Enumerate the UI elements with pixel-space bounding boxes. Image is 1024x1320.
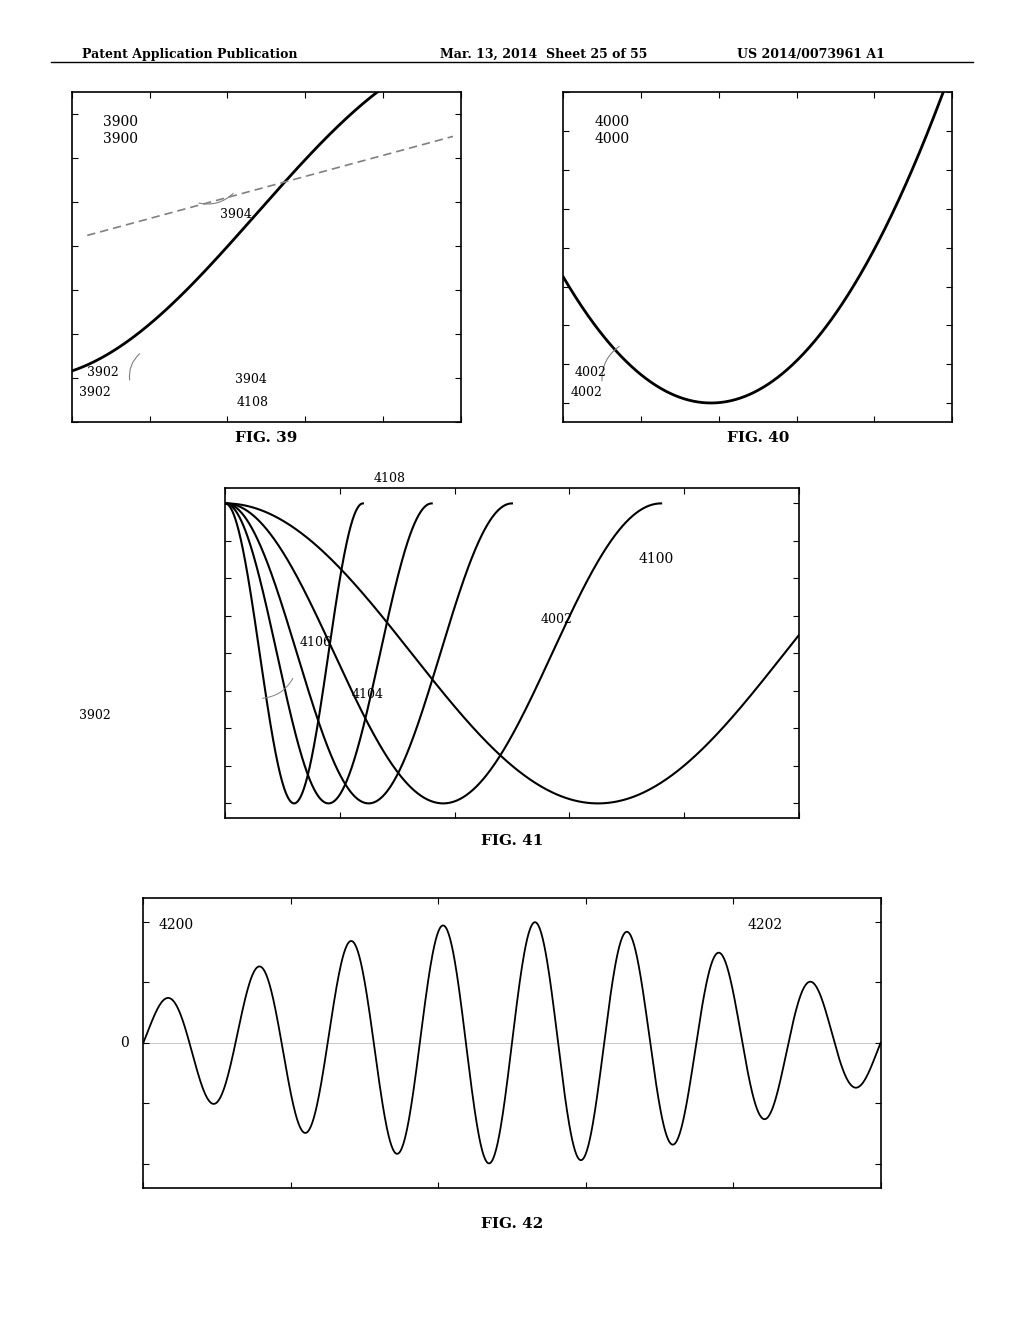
Text: 0: 0 [120,1036,129,1049]
Text: 3900: 3900 [102,132,138,147]
Text: 4108: 4108 [374,471,406,484]
Text: Mar. 13, 2014  Sheet 25 of 55: Mar. 13, 2014 Sheet 25 of 55 [440,48,648,61]
Text: 3904: 3904 [236,372,267,385]
Text: 3902: 3902 [80,385,112,399]
Text: 4002: 4002 [571,385,603,399]
Text: 4002: 4002 [574,366,607,379]
Text: FIG. 40: FIG. 40 [727,432,788,445]
Text: 4108: 4108 [237,396,268,409]
Text: 3902: 3902 [80,709,112,722]
Text: 4104: 4104 [351,689,383,701]
Text: 4202: 4202 [748,917,783,932]
Text: 3902: 3902 [87,366,119,379]
Text: 4106: 4106 [300,636,332,649]
Text: 4000: 4000 [594,115,630,129]
Text: FIG. 42: FIG. 42 [481,1217,543,1230]
Text: 4200: 4200 [158,917,194,932]
Text: 4002: 4002 [541,614,572,627]
Text: 4000: 4000 [594,132,630,147]
Text: 3900: 3900 [102,132,138,147]
Text: US 2014/0073961 A1: US 2014/0073961 A1 [737,48,885,61]
Text: FIG. 39: FIG. 39 [236,432,297,445]
Text: FIG. 41: FIG. 41 [481,834,543,847]
Text: Patent Application Publication: Patent Application Publication [82,48,297,61]
Text: 3900: 3900 [102,115,138,129]
Text: 3904: 3904 [219,207,252,220]
Text: 4100: 4100 [638,552,674,566]
